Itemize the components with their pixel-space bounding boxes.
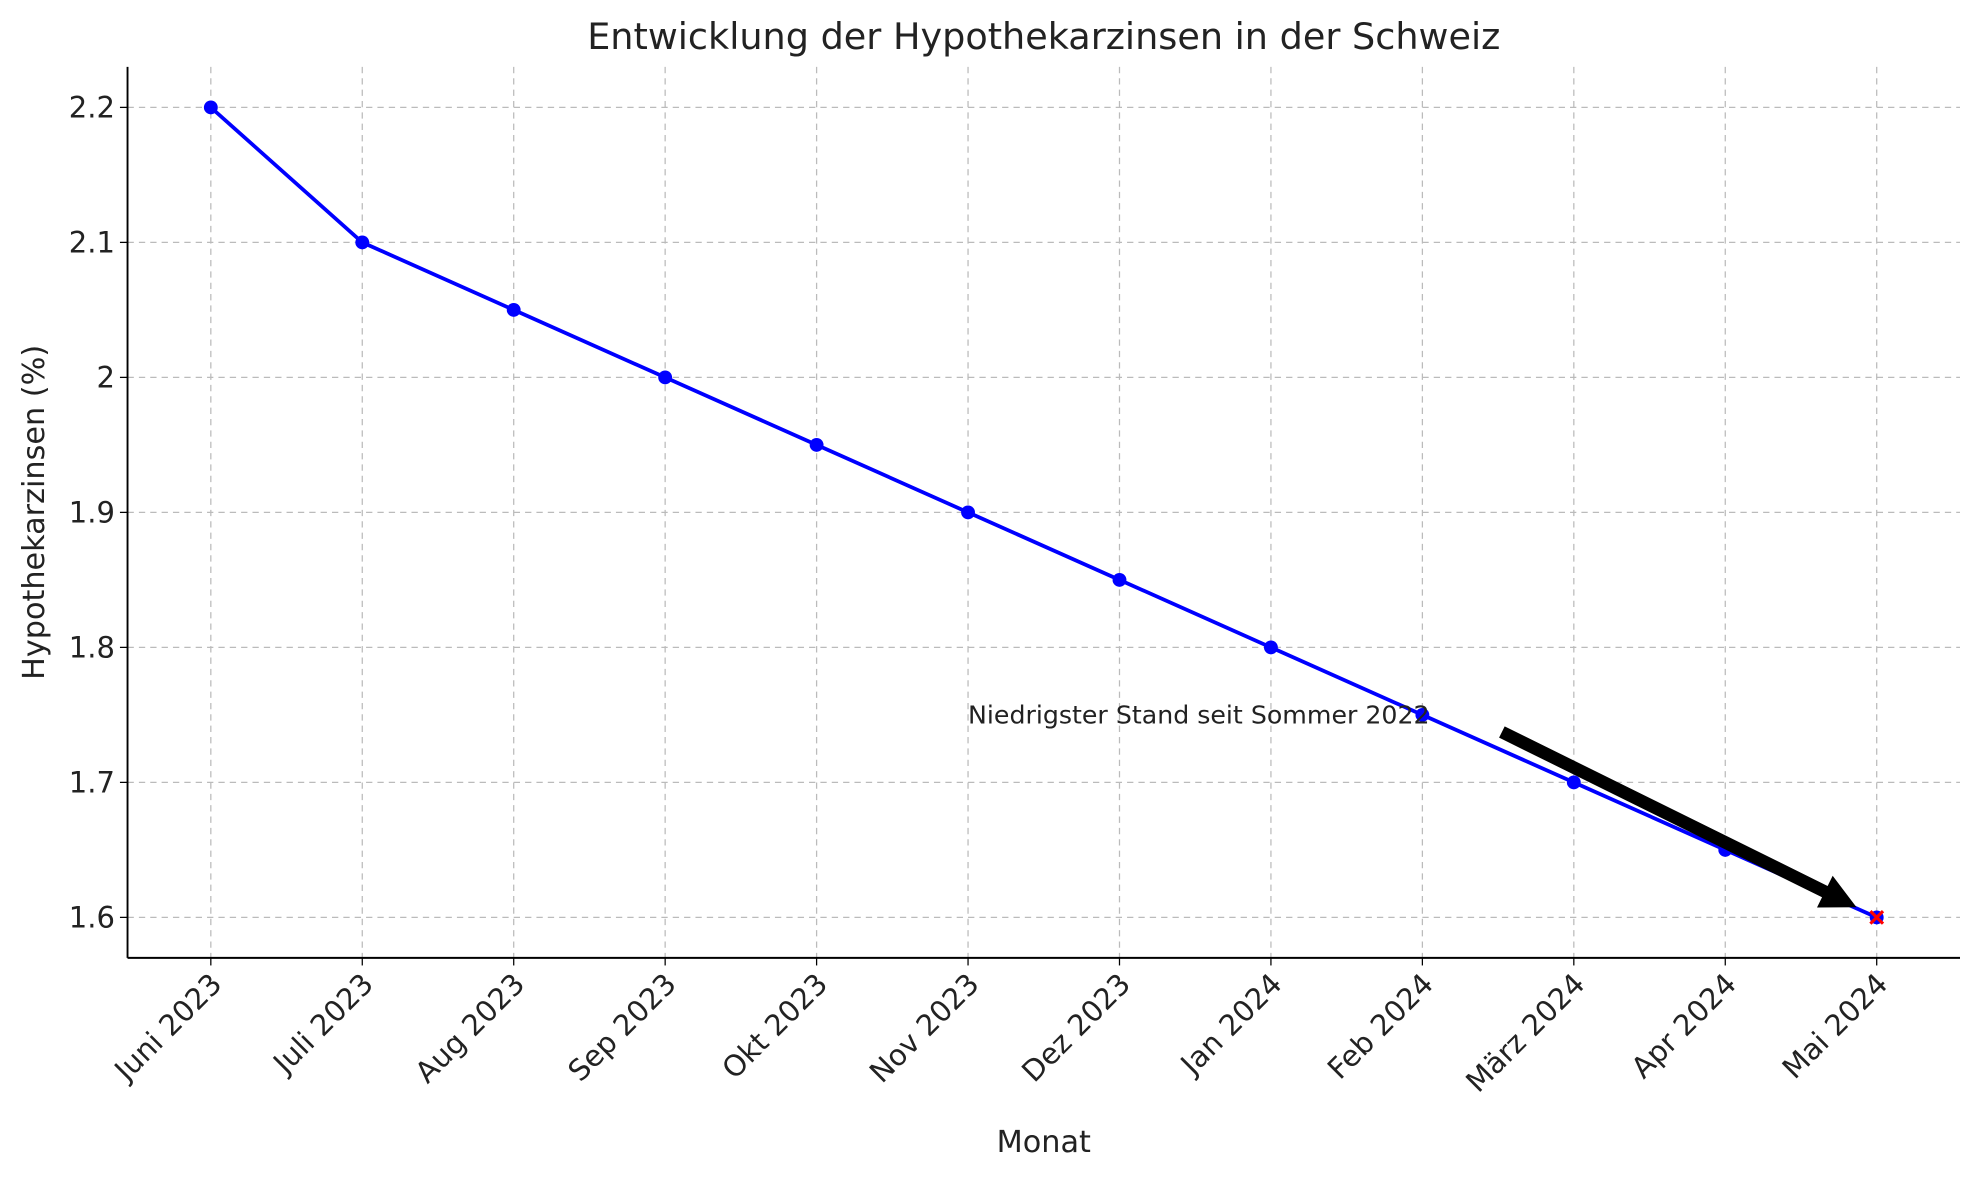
point [1415,707,1430,722]
point [203,100,218,115]
point [1566,775,1581,790]
plot: Niedrigster Stand seit Sommer 2022 [203,100,1885,925]
x-tick-label: Okt 2023 [715,967,834,1086]
point [1263,640,1278,655]
x-tick-label: Feb 2024 [1321,967,1440,1086]
x-tick-label: Dez 2023 [1015,967,1137,1089]
y-tick-label: 2.1 [69,225,115,259]
y-tick-label: 1.8 [69,630,115,664]
x-axis-label: Monat [997,1125,1091,1160]
chart-title: Entwicklung der Hypothekarzinsen in der … [587,15,1500,58]
highlight-marker [1869,909,1885,925]
x-tick-label: Juli 2023 [265,967,380,1082]
y-tick-label: 1.6 [69,900,115,934]
y-tick-label: 1.7 [69,765,115,799]
point [506,302,521,317]
x-tick-label: Sep 2023 [561,967,682,1088]
point [809,437,824,452]
point [1112,572,1127,587]
point [961,505,975,520]
y-tick-label: 2.2 [69,90,115,124]
x-tick-label: Nov 2023 [863,967,986,1090]
y-tick-label: 1.9 [69,495,115,529]
y-axis-label: Hypothekarzinsen (%) [17,345,52,680]
line [209,105,1878,920]
x-tick-label: Apr 2024 [1625,967,1743,1085]
x-tick-label: Aug 2023 [408,967,531,1090]
x-tick-label: Jan 2024 [1173,967,1289,1083]
arrow-shape [1499,726,1857,908]
x-tick-label: Mai 2024 [1776,967,1895,1086]
annotation-arrow [1499,726,1857,908]
point [658,370,673,385]
point [355,235,370,250]
grid: 1.6 1.7 1.8 1.9 2 2.1 2.2 Juni 2023 Juli 2023 Aug… [69,66,1961,1099]
x-tick-label: Juni 2023 [106,967,228,1089]
y-tick-label: 2 [96,360,114,394]
annotation: Niedrigster Stand seit Sommer 2022 [968,701,1430,730]
x-tick-label: März 2024 [1459,967,1591,1099]
